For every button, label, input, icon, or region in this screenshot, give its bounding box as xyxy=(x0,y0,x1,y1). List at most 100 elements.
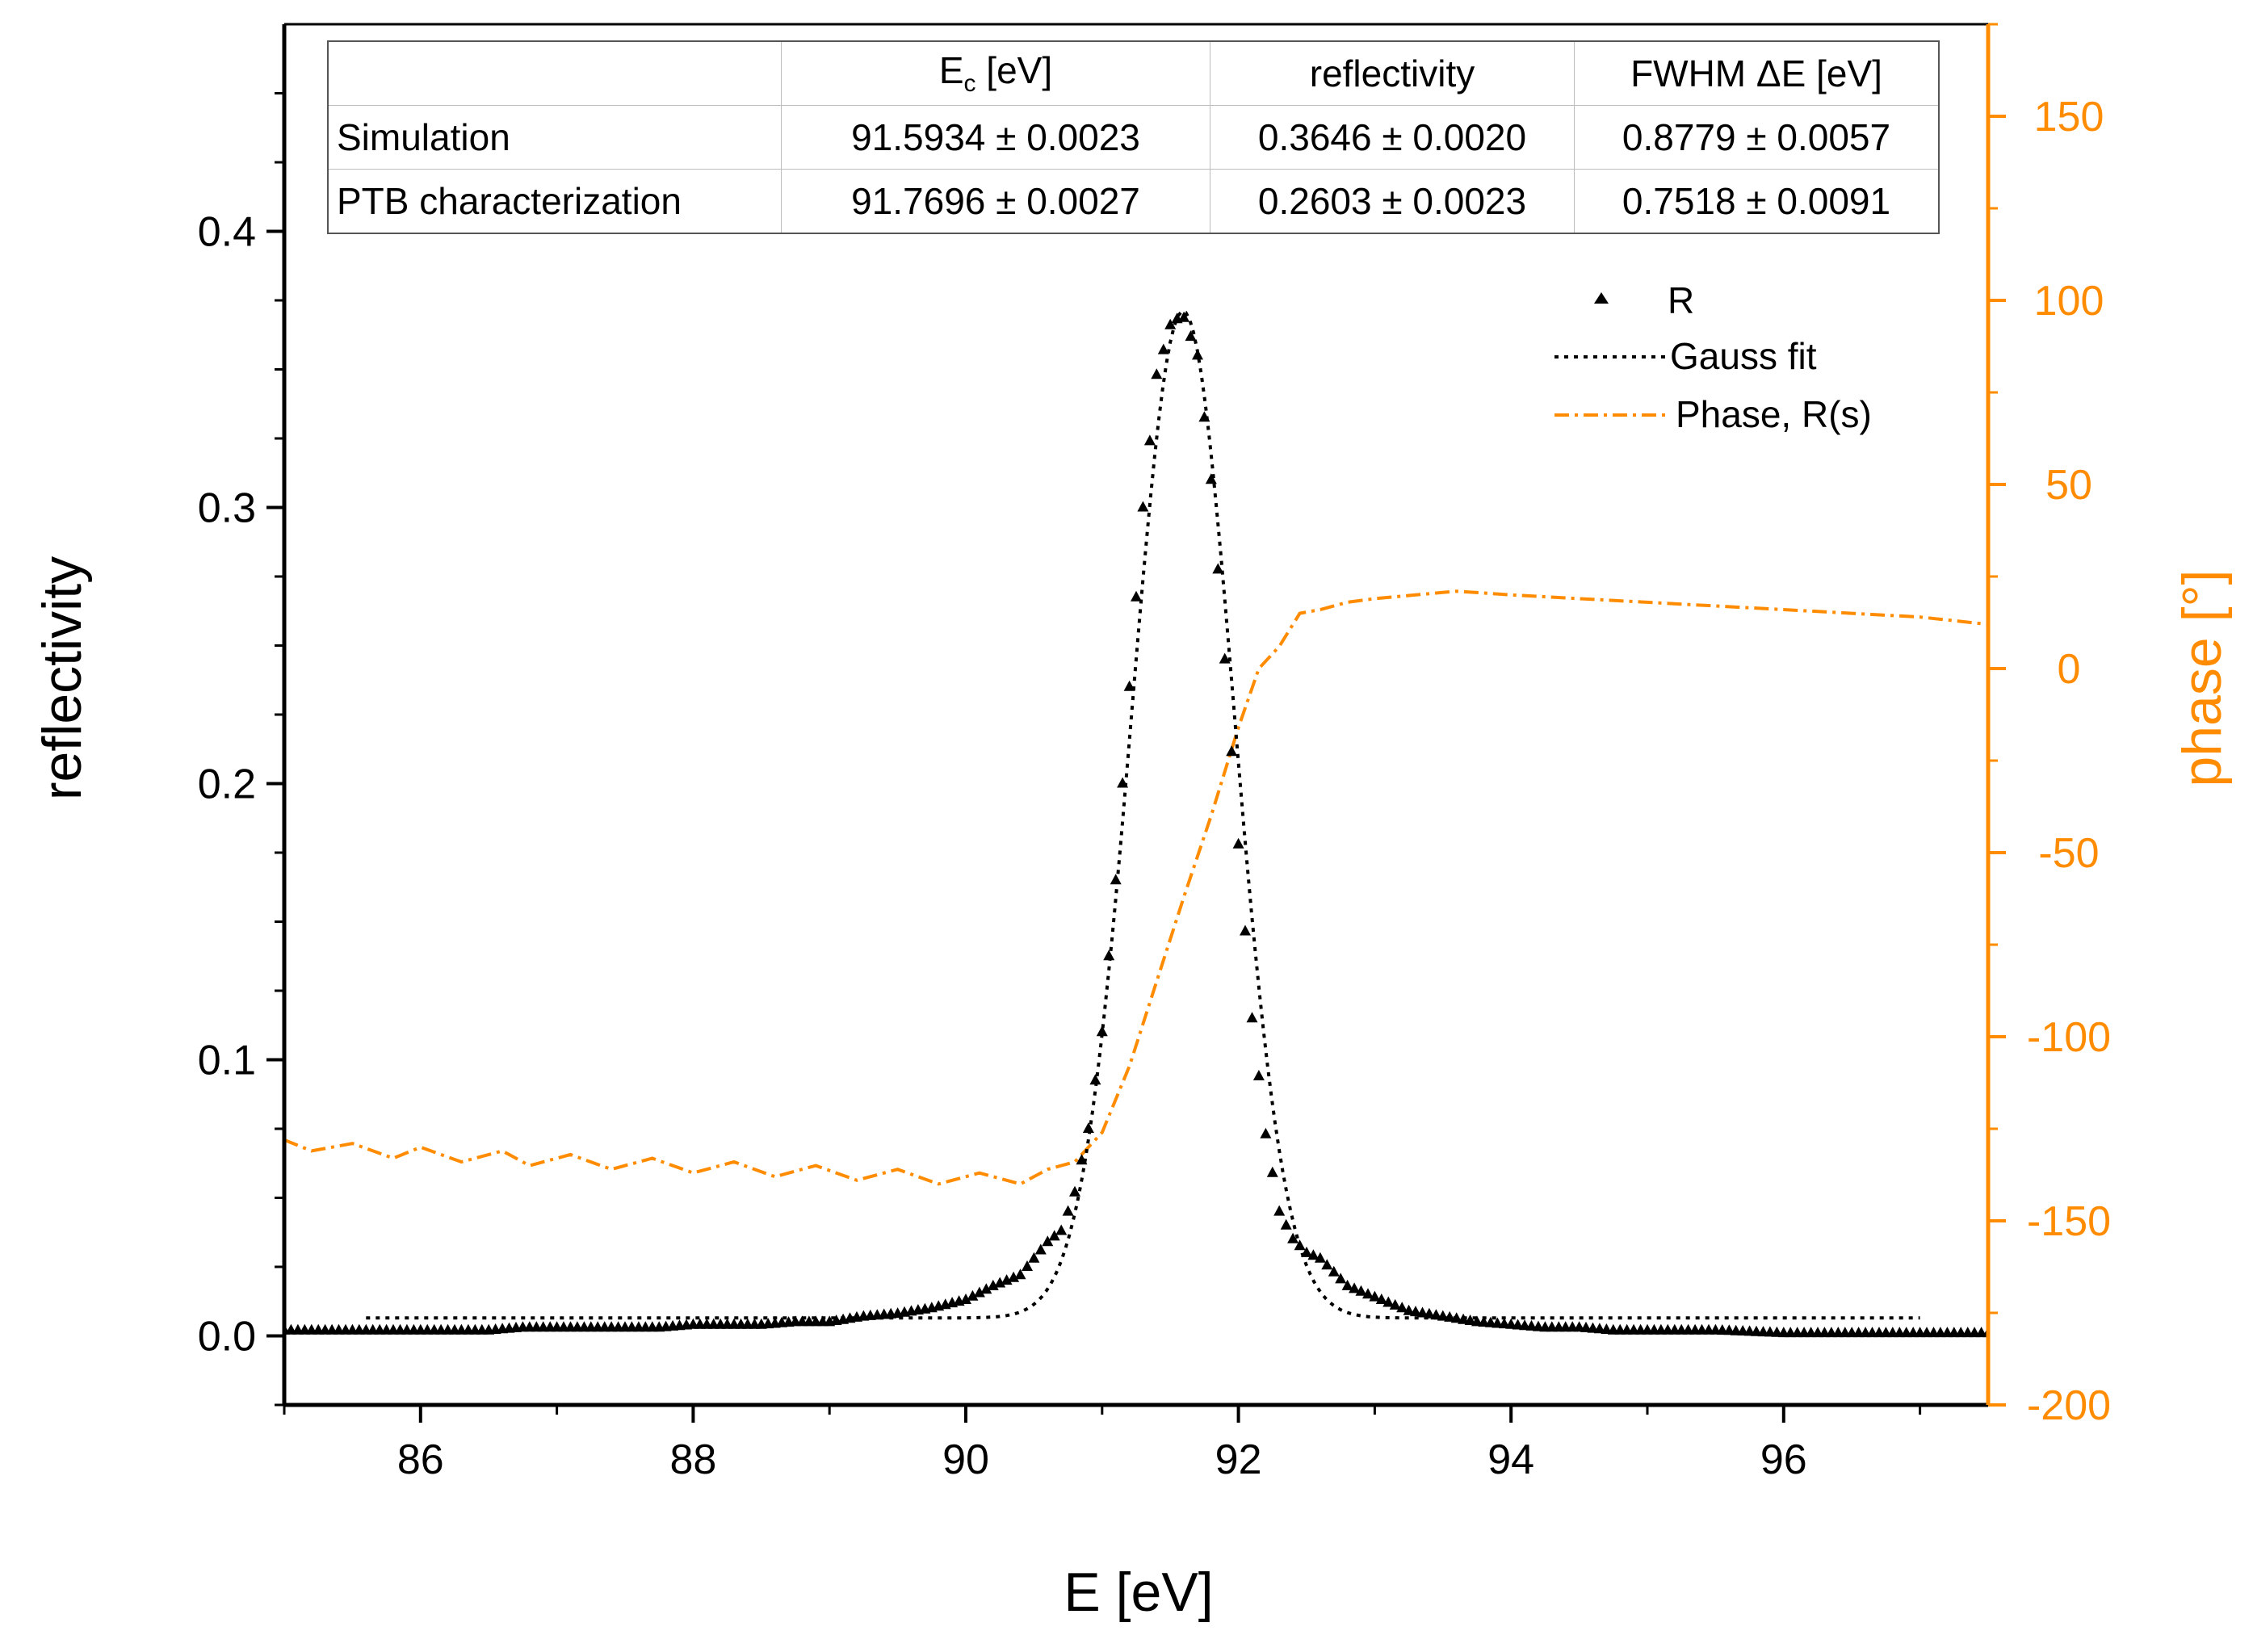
data-point-r xyxy=(1110,874,1122,885)
table-header-fwhm: FWHM ΔE [eV] xyxy=(1574,40,1940,106)
table-cell-fwhm: 0.7518 ± 0.0091 xyxy=(1574,169,1940,234)
data-point-r xyxy=(1260,1127,1272,1138)
data-point-r xyxy=(1321,1259,1333,1270)
data-point-r xyxy=(1022,1260,1033,1271)
data-point-r xyxy=(1601,1323,1613,1334)
data-point-r xyxy=(1117,777,1129,788)
series-layer xyxy=(284,309,1988,1338)
data-point-r xyxy=(1505,1318,1517,1329)
table-row-label: PTB characterization xyxy=(327,169,782,234)
legend: R Gauss fit Phase, R(s) xyxy=(1554,279,1872,435)
data-point-r xyxy=(1076,1154,1088,1165)
data-point-r xyxy=(1008,1271,1020,1282)
data-point-r xyxy=(1573,1321,1585,1332)
x-tick-label: 86 xyxy=(397,1436,444,1483)
axes-layer: 86 88 90 92 94 96 0.0 0.1 0.2 0.3 0.4 -200 -150 -100 -… xyxy=(198,23,2111,1483)
table-header-row: Ec [eV] reflectivity FWHM ΔE [eV] xyxy=(327,40,1940,106)
data-point-r xyxy=(1246,1012,1258,1023)
data-point-r xyxy=(1519,1319,1531,1331)
x-tick-label: 96 xyxy=(1760,1436,1807,1483)
data-point-r xyxy=(1055,1224,1068,1235)
y2-tick-label: -50 xyxy=(2038,830,2099,877)
data-point-r xyxy=(1349,1282,1361,1294)
data-point-r xyxy=(1587,1322,1599,1333)
data-point-r xyxy=(1328,1265,1340,1277)
x-tick-label: 90 xyxy=(942,1436,989,1483)
y2-tick-label: 100 xyxy=(2034,278,2104,325)
data-point-r xyxy=(1192,349,1203,360)
data-point-r xyxy=(1151,368,1163,379)
data-point-r xyxy=(1335,1273,1347,1284)
x-tick-label: 94 xyxy=(1487,1436,1534,1483)
data-point-r xyxy=(1396,1302,1408,1313)
table-cell-reflectivity: 0.3646 ± 0.0020 xyxy=(1210,105,1575,170)
data-point-r xyxy=(1389,1298,1401,1310)
data-point-r xyxy=(1307,1249,1319,1260)
y2-tick-label: 0 xyxy=(2058,646,2081,693)
data-point-r xyxy=(1423,1307,1435,1319)
table-cell-reflectivity: 0.2603 ± 0.0023 xyxy=(1210,169,1575,234)
table-row-label: Simulation xyxy=(327,105,782,170)
x-tick-label: 92 xyxy=(1215,1436,1262,1483)
data-point-r xyxy=(973,1286,985,1298)
results-table: Ec [eV] reflectivity FWHM ΔE [eV] Simula… xyxy=(327,40,1940,234)
data-point-r xyxy=(1096,1025,1108,1037)
y2-tick-label: -100 xyxy=(2027,1014,2111,1061)
data-point-r xyxy=(1240,925,1251,936)
data-point-r xyxy=(1226,745,1238,757)
data-point-r xyxy=(1123,680,1135,691)
series-r-points xyxy=(284,311,1988,1338)
data-point-r xyxy=(1157,343,1169,354)
data-point-r xyxy=(1416,1306,1429,1318)
data-point-r xyxy=(1273,1205,1286,1216)
table-cell-fwhm: 0.8779 ± 0.0057 xyxy=(1574,105,1940,170)
data-point-r xyxy=(1478,1316,1490,1327)
x-tick-label: 88 xyxy=(669,1436,716,1483)
y2-tick-label: -200 xyxy=(2027,1382,2111,1429)
data-point-r xyxy=(1034,1243,1047,1255)
data-point-r xyxy=(1069,1185,1080,1197)
data-point-r xyxy=(1131,590,1142,602)
data-point-r xyxy=(1437,1310,1449,1321)
y-tick-label: 0.4 xyxy=(198,209,256,256)
y2-tick-label: -150 xyxy=(2027,1198,2111,1245)
y-tick-label: 0.0 xyxy=(198,1314,256,1361)
data-point-r xyxy=(1471,1315,1483,1327)
data-point-r xyxy=(1089,1074,1101,1085)
data-point-r xyxy=(1369,1290,1381,1302)
table-cell-ec: 91.7696 ± 0.0027 xyxy=(781,169,1210,234)
y2-axis-title: phase [°] xyxy=(2171,569,2233,786)
table-row: PTB characterization 91.7696 ± 0.0027 0.… xyxy=(327,169,1940,234)
table-header-ec: Ec [eV] xyxy=(781,40,1210,106)
table-header-reflectivity: reflectivity xyxy=(1210,40,1575,106)
data-point-r xyxy=(1178,311,1190,322)
data-point-r xyxy=(967,1289,979,1301)
legend-label-gauss: Gauss fit xyxy=(1670,335,1817,377)
data-point-r xyxy=(1219,652,1231,664)
data-point-r xyxy=(1266,1166,1278,1177)
data-point-r xyxy=(1444,1310,1456,1322)
data-point-r xyxy=(1341,1279,1353,1290)
legend-label-phase: Phase, R(s) xyxy=(1676,393,1872,435)
data-point-r xyxy=(1014,1268,1026,1280)
data-point-r xyxy=(1464,1314,1476,1325)
data-point-r xyxy=(1301,1246,1312,1257)
data-point-r xyxy=(1232,837,1244,849)
data-point-r xyxy=(1280,1218,1292,1230)
data-point-r xyxy=(1498,1318,1510,1329)
data-point-r xyxy=(994,1277,1006,1288)
data-point-r xyxy=(1294,1239,1306,1251)
data-point-r xyxy=(987,1279,999,1290)
y-tick-label: 0.1 xyxy=(198,1038,256,1084)
table-cell-ec: 91.5934 ± 0.0023 xyxy=(781,105,1210,170)
legend-marker-r xyxy=(1594,292,1609,304)
data-point-r xyxy=(1287,1232,1299,1243)
data-point-r xyxy=(1314,1252,1326,1263)
data-point-r xyxy=(980,1283,992,1294)
data-point-r xyxy=(1430,1309,1442,1320)
table-header-empty xyxy=(327,40,782,106)
series-phase-line xyxy=(284,589,1988,1186)
data-point-r xyxy=(1001,1274,1013,1285)
